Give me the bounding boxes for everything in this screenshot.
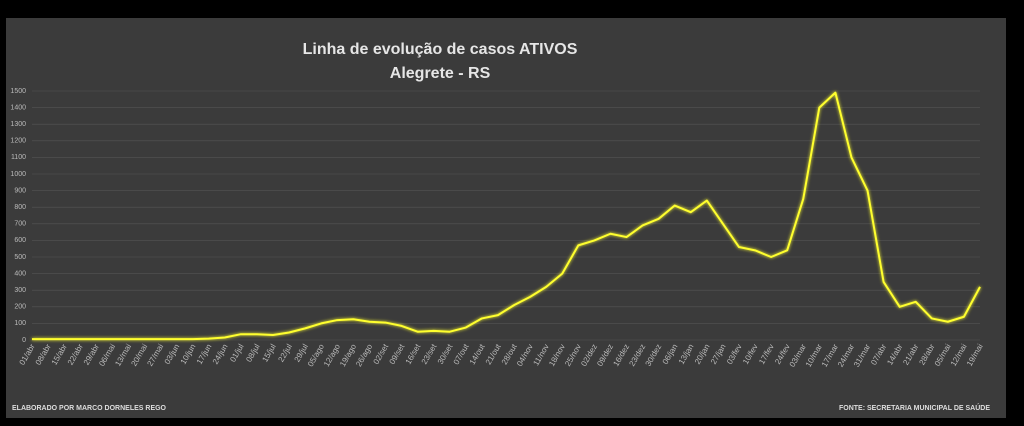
y-tick-label: 600 — [14, 237, 26, 244]
y-tick-label: 1500 — [10, 88, 26, 95]
chart-subtitle: Alegrete - RS — [390, 65, 491, 82]
y-tick-label: 700 — [14, 221, 26, 228]
credit: ELABORADO POR MARCO DORNELES REGO — [12, 405, 167, 412]
y-tick-label: 100 — [14, 320, 26, 327]
y-tick-label: 800 — [14, 204, 26, 211]
data-line — [32, 91, 981, 341]
y-tick-label: 200 — [14, 304, 26, 311]
y-tick-label: 0 — [22, 337, 26, 344]
y-tick-label: 1300 — [10, 121, 26, 128]
chart-panel — [6, 18, 1006, 418]
y-tick-label: 1200 — [10, 138, 26, 145]
y-tick-label: 300 — [14, 287, 26, 294]
y-tick-label: 1000 — [10, 171, 26, 178]
y-tick-label: 400 — [14, 270, 26, 277]
y-tick-label: 900 — [14, 187, 26, 194]
source: FONTE: SECRETARIA MUNICIPAL DE SAÚDE — [839, 403, 990, 412]
y-tick-label: 1100 — [11, 154, 26, 161]
y-tick-label: 1400 — [10, 104, 26, 111]
y-tick-label: 500 — [14, 254, 26, 261]
chart-title: Linha de evolução de casos ATIVOS — [303, 41, 578, 58]
